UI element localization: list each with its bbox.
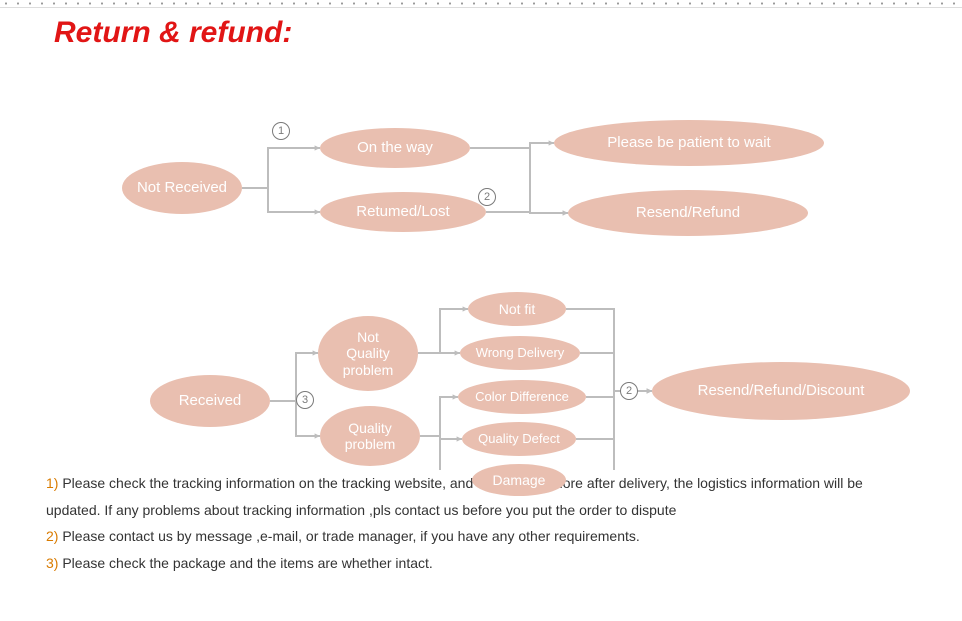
page-title: Return & refund: (0, 8, 962, 50)
edge (420, 436, 462, 439)
step-badge-1: 1 (272, 122, 290, 140)
edge (242, 148, 320, 188)
edge (486, 212, 568, 213)
edge (242, 188, 320, 212)
node-color_diff: Color Difference (458, 380, 586, 414)
node-be_patient: Please be patient to wait (554, 120, 824, 166)
edge (580, 353, 652, 391)
node-wrong_delivery: Wrong Delivery (460, 336, 580, 370)
edge (270, 401, 320, 436)
step-badge-2: 2 (478, 188, 496, 206)
edge (420, 397, 458, 436)
node-returned_lost: Retumed/Lost (320, 192, 486, 232)
footnote-item: 2) Please contact us by message ,e-mail,… (46, 523, 916, 550)
footnote-number: 1) (46, 475, 62, 491)
edge (576, 391, 652, 439)
node-on_the_way: On the way (320, 128, 470, 168)
node-quality_defect: Quality Defect (462, 422, 576, 456)
step-badge-3: 3 (296, 391, 314, 409)
edge (586, 391, 652, 397)
node-resend_refund_2: Resend/Refund/Discount (652, 362, 910, 420)
footnote-text: Please check the tracking information on… (46, 475, 863, 518)
footnote-text: Please contact us by message ,e-mail, or… (62, 528, 639, 544)
node-received: Received (150, 375, 270, 427)
node-resend_refund_1: Resend/Refund (568, 190, 808, 236)
node-not_quality: NotQualityproblem (318, 316, 418, 391)
edge (418, 309, 468, 353)
node-not_fit: Not fit (468, 292, 566, 326)
footnote-text: Please check the package and the items a… (62, 555, 432, 571)
step-badge-2: 2 (620, 382, 638, 400)
flowchart-canvas: Not Received On the way Retumed/Lost Please… (0, 50, 962, 470)
footnote-number: 2) (46, 528, 62, 544)
node-quality: Qualityproblem (320, 406, 420, 466)
edge (470, 143, 554, 148)
node-not_received: Not Received (122, 162, 242, 214)
node-damage: Damage (472, 464, 566, 496)
dotted-top-border (0, 0, 962, 8)
footnote-number: 3) (46, 555, 62, 571)
footnote-item: 3) Please check the package and the item… (46, 550, 916, 577)
